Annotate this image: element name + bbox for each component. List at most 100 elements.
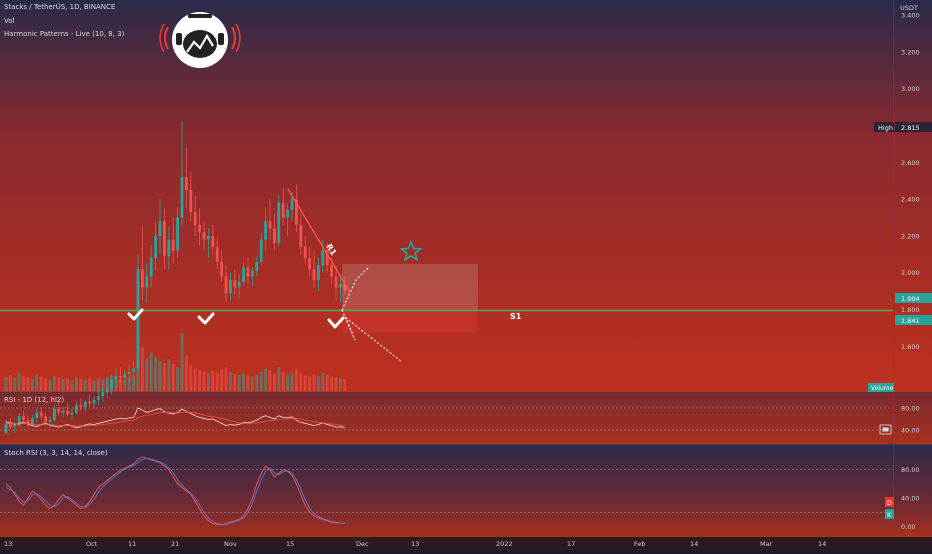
time-axis[interactable]: 13 Oct 11 21 Nov 15 Dec 13 2022 17 Feb 14 Mar 14: [4, 540, 826, 548]
candle-body[interactable]: [114, 375, 118, 380]
volume-indicator-label[interactable]: Vol: [4, 17, 15, 25]
candle-body[interactable]: [119, 375, 122, 378]
rsi-title[interactable]: RSI - 1D (12, hl2): [4, 396, 65, 404]
time-tick-label: Dec: [356, 540, 369, 548]
candle-body[interactable]: [132, 368, 135, 373]
candle-body[interactable]: [312, 269, 316, 281]
candle-body[interactable]: [277, 202, 281, 244]
candle-body[interactable]: [158, 221, 162, 236]
volume-bar: [286, 374, 289, 391]
candle-body[interactable]: [127, 372, 131, 374]
stoch-legend-label-d: D: [887, 499, 892, 507]
candle-body[interactable]: [330, 265, 333, 277]
candle-body[interactable]: [9, 423, 12, 428]
volume-bar: [330, 376, 333, 391]
candle-body[interactable]: [220, 261, 223, 277]
candle-body[interactable]: [92, 399, 96, 404]
candle-body[interactable]: [123, 373, 127, 378]
candle-body[interactable]: [35, 412, 39, 419]
rsi-collapse-button[interactable]: [879, 424, 892, 435]
volume-bar: [180, 333, 184, 391]
candle-body[interactable]: [171, 239, 175, 251]
candle-body[interactable]: [295, 199, 298, 225]
candle-body[interactable]: [26, 419, 30, 424]
candle-body[interactable]: [202, 232, 206, 240]
candle-body[interactable]: [308, 258, 311, 270]
candle-body[interactable]: [145, 276, 149, 288]
candle-body[interactable]: [61, 410, 65, 413]
candle-body[interactable]: [286, 210, 289, 218]
candle-body[interactable]: [70, 412, 74, 415]
candle-body[interactable]: [176, 217, 179, 251]
candle-body[interactable]: [31, 418, 34, 424]
candle-body[interactable]: [105, 388, 109, 393]
stoch-rsi-title[interactable]: Stoch RSI (3, 3, 14, 14, close): [4, 449, 108, 457]
candle-body[interactable]: [215, 246, 219, 262]
candle-body[interactable]: [154, 235, 157, 258]
candle-body[interactable]: [233, 280, 237, 288]
candle-body[interactable]: [264, 221, 267, 240]
candle-body[interactable]: [57, 408, 61, 413]
candle-body[interactable]: [242, 267, 245, 282]
candle-body[interactable]: [303, 246, 307, 258]
candle-body[interactable]: [325, 250, 329, 266]
candle-body[interactable]: [211, 235, 215, 247]
candle-body[interactable]: [343, 283, 347, 292]
candle-body[interactable]: [44, 416, 47, 422]
candle-body[interactable]: [83, 401, 87, 408]
time-tick-label: 13: [411, 540, 419, 548]
candle-body[interactable]: [4, 423, 8, 433]
candle-body[interactable]: [17, 416, 21, 426]
candle-body[interactable]: [39, 412, 43, 417]
candle-body[interactable]: [207, 235, 210, 240]
candle-body[interactable]: [75, 405, 78, 413]
candle-body[interactable]: [321, 250, 325, 266]
candle-body[interactable]: [281, 202, 285, 218]
volume-bar: [202, 371, 206, 391]
candle-body[interactable]: [246, 267, 250, 277]
candle-body[interactable]: [273, 228, 276, 244]
candle-body[interactable]: [334, 276, 338, 288]
candle-body[interactable]: [53, 408, 56, 420]
candle-body[interactable]: [141, 269, 144, 288]
volume-bar: [277, 367, 281, 391]
candle-body[interactable]: [167, 239, 171, 257]
candle-body[interactable]: [185, 177, 188, 190]
candle-body[interactable]: [229, 280, 232, 293]
candle-body[interactable]: [193, 211, 197, 225]
candle-body[interactable]: [110, 379, 113, 389]
candle-layer[interactable]: [4, 121, 347, 435]
candle-body[interactable]: [251, 270, 254, 277]
candle-body[interactable]: [136, 269, 140, 369]
candle-body[interactable]: [88, 401, 91, 404]
price-tick-label: 2.200: [901, 232, 920, 240]
candle-body[interactable]: [66, 410, 69, 415]
volume-bar: [237, 375, 241, 391]
candle-body[interactable]: [149, 258, 153, 277]
candle-body[interactable]: [163, 221, 166, 257]
candle-body[interactable]: [339, 283, 342, 288]
candle-body[interactable]: [79, 405, 83, 408]
harmonic-indicator-label[interactable]: Harmonic Patterns - Live (10, 8, 3): [4, 30, 125, 38]
candle-body[interactable]: [224, 276, 228, 293]
candle-body[interactable]: [290, 199, 294, 211]
candle-body[interactable]: [97, 396, 100, 400]
candle-body[interactable]: [180, 177, 184, 218]
resistance-trendline-r1[interactable]: [287, 188, 351, 293]
candle-body[interactable]: [22, 416, 25, 420]
candle-body[interactable]: [299, 224, 303, 247]
candle-body[interactable]: [268, 221, 272, 229]
time-tick-label: 14: [818, 540, 826, 548]
volume-bar: [75, 376, 78, 391]
candle-body[interactable]: [198, 224, 201, 233]
candle-body[interactable]: [317, 265, 320, 281]
candle-body[interactable]: [189, 189, 193, 212]
candle-body[interactable]: [255, 261, 259, 271]
candle-body[interactable]: [48, 419, 52, 422]
candle-body[interactable]: [13, 425, 17, 428]
candle-body[interactable]: [101, 392, 105, 397]
candle-body[interactable]: [259, 239, 263, 262]
candle-body[interactable]: [237, 281, 241, 288]
